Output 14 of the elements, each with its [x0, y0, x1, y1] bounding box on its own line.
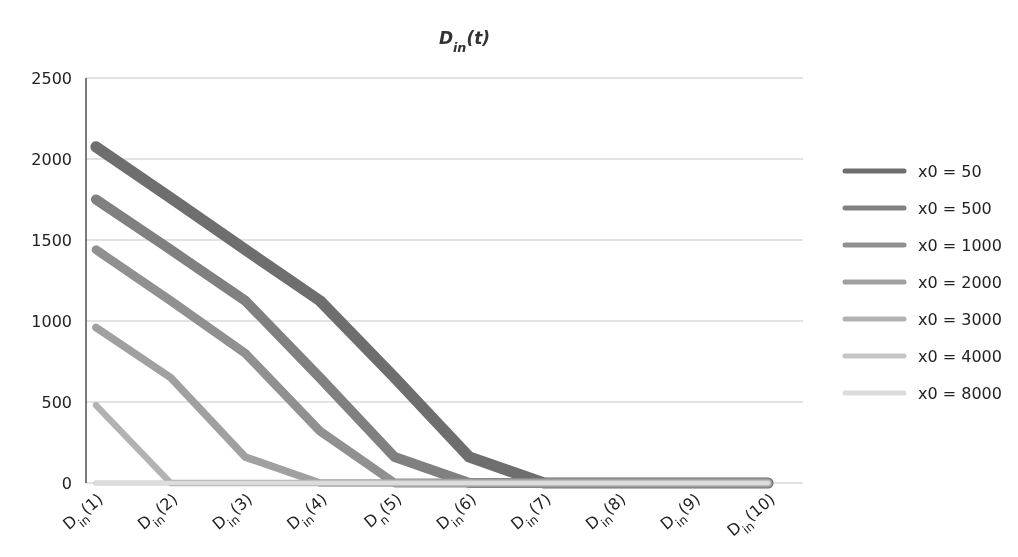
- legend-label: x0 = 8000: [918, 383, 1002, 403]
- y-tick-label: 0: [61, 473, 72, 493]
- y-tick-label: 2500: [31, 68, 72, 88]
- legend-label: x0 = 3000: [918, 309, 1002, 329]
- y-tick-label: 1000: [31, 311, 72, 331]
- chart-title: D$_{in}$(t): [438, 28, 491, 55]
- legend-label: x0 = 2000: [918, 272, 1002, 292]
- y-tick-label: 2000: [31, 149, 72, 169]
- legend-label: x0 = 500: [918, 198, 992, 218]
- legend-label: x0 = 1000: [918, 235, 1002, 255]
- y-tick-label: 500: [41, 392, 72, 412]
- y-tick-label: 1500: [31, 230, 72, 250]
- legend-label: x0 = 50: [918, 161, 982, 181]
- legend-label: x0 = 4000: [918, 346, 1002, 366]
